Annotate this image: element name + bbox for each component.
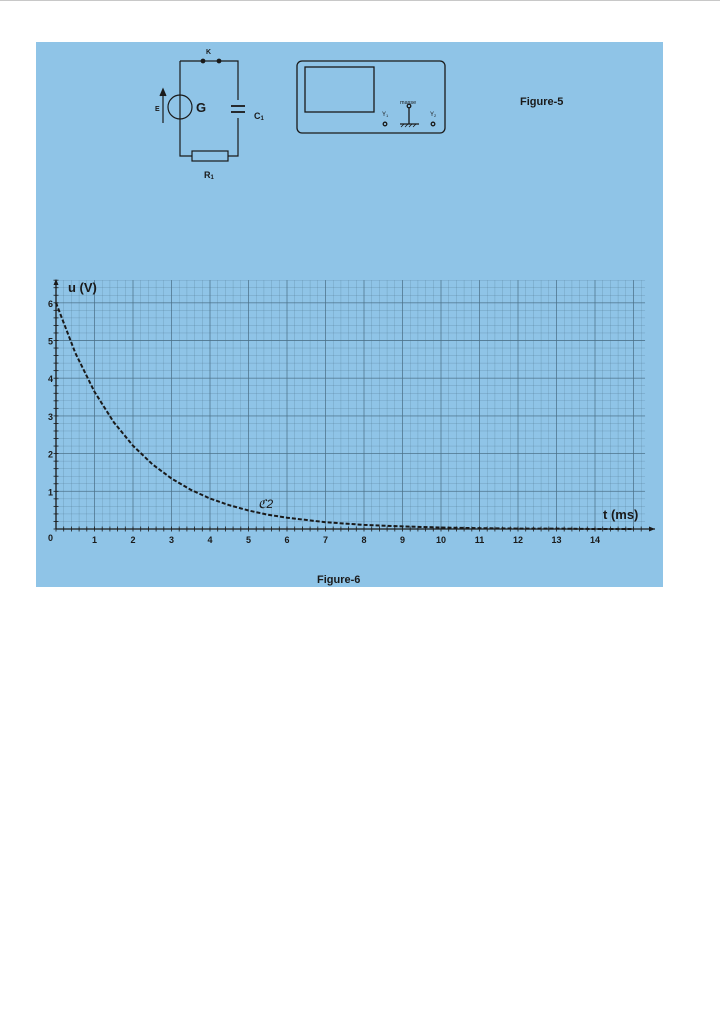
generator-label: G bbox=[196, 100, 206, 115]
y-tick-label: 0 bbox=[48, 533, 53, 543]
y-axis-arrow-icon bbox=[53, 279, 59, 285]
x-tick-label: 1 bbox=[92, 535, 97, 545]
x-tick-label: 4 bbox=[207, 535, 212, 545]
x-tick-label: 5 bbox=[246, 535, 251, 545]
oscilloscope-icon bbox=[296, 60, 446, 134]
x-axis-label: t (ms) bbox=[603, 507, 638, 522]
x-axis-arrow-icon bbox=[649, 526, 655, 532]
x-tick-label: 9 bbox=[400, 535, 405, 545]
y-tick-label: 1 bbox=[48, 487, 53, 497]
chart-grid bbox=[55, 280, 646, 530]
resistor-icon bbox=[191, 150, 229, 162]
x-tick-label: 7 bbox=[323, 535, 328, 545]
switch-label: K bbox=[206, 49, 211, 56]
x-tick-label: 3 bbox=[169, 535, 174, 545]
resistor-label: R1 bbox=[204, 170, 215, 181]
x-tick-label: 10 bbox=[436, 535, 446, 545]
input-y1-terminal bbox=[382, 121, 388, 127]
emf-label: E bbox=[155, 106, 160, 113]
oscilloscope-screen bbox=[304, 66, 375, 113]
circuit-diagram bbox=[159, 58, 245, 162]
input-y2-terminal bbox=[430, 121, 436, 127]
x-tick-label: 2 bbox=[130, 535, 135, 545]
series-curve-c2 bbox=[55, 302, 634, 530]
ground-label: masse bbox=[400, 100, 416, 106]
ground-terminal bbox=[406, 103, 412, 109]
figure5-caption: Figure-5 bbox=[520, 96, 563, 108]
page-top-border bbox=[0, 0, 720, 1]
input-y2-label: Y2 bbox=[430, 112, 437, 118]
y-tick-label: 3 bbox=[48, 412, 53, 422]
capacitor-label: C1 bbox=[254, 111, 265, 122]
x-tick-label: 14 bbox=[590, 535, 600, 545]
y-tick-label: 2 bbox=[48, 450, 53, 460]
x-tick-label: 8 bbox=[361, 535, 366, 545]
y-tick-label: 5 bbox=[48, 337, 53, 347]
figure6-caption: Figure-6 bbox=[317, 574, 360, 586]
input-y1-label: Y1 bbox=[382, 112, 389, 118]
x-tick-label: 13 bbox=[551, 535, 561, 545]
generator-icon bbox=[167, 94, 193, 120]
chart-axes bbox=[53, 279, 655, 532]
x-tick-label: 12 bbox=[513, 535, 523, 545]
x-tick-label: 11 bbox=[475, 535, 485, 545]
y-tick-label: 4 bbox=[48, 374, 53, 384]
curve-label: ℭ2 bbox=[258, 497, 273, 511]
x-tick-label: 6 bbox=[284, 535, 289, 545]
y-tick-label: 6 bbox=[48, 299, 53, 309]
y-axis-label: u (V) bbox=[68, 280, 97, 295]
